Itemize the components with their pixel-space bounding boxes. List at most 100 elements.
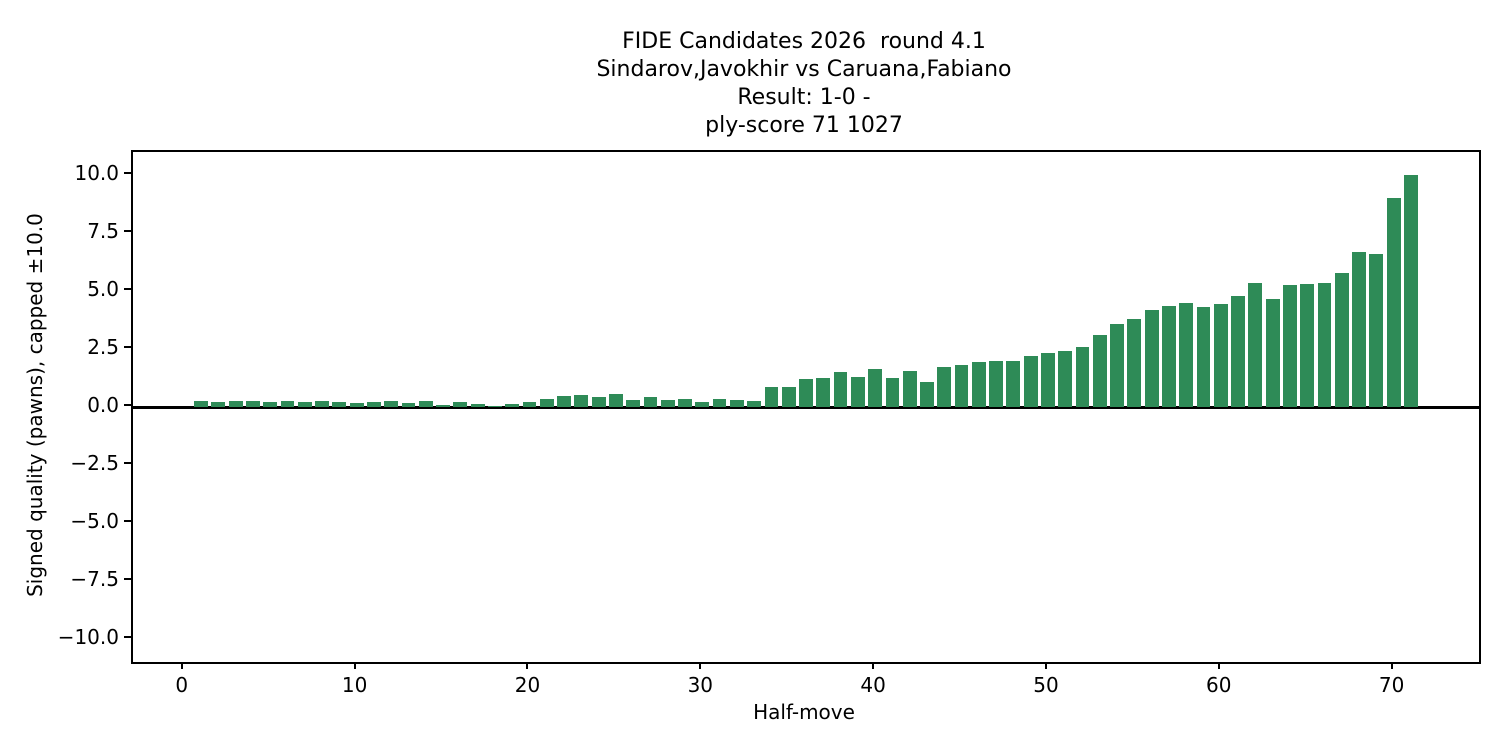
bar xyxy=(643,397,658,407)
bar xyxy=(1300,284,1315,407)
bar xyxy=(678,399,692,407)
y-tick-label: 0.0 xyxy=(87,393,119,417)
y-tick-label: 2.5 xyxy=(87,335,119,360)
x-tick-mark xyxy=(1390,662,1393,669)
bar xyxy=(799,379,813,407)
title-line: ply-score 71 1027 xyxy=(705,113,903,138)
x-tick-label: 60 xyxy=(1206,673,1232,697)
bar xyxy=(574,394,589,407)
bar xyxy=(850,376,865,407)
bar xyxy=(1334,272,1349,407)
plot-area xyxy=(131,150,1481,664)
y-tick-label: −10.0 xyxy=(57,624,119,649)
bar xyxy=(816,378,831,407)
bar xyxy=(453,401,468,407)
bar xyxy=(902,371,917,407)
bar xyxy=(712,399,727,407)
y-tick-mark xyxy=(124,288,131,291)
bar xyxy=(194,401,208,407)
x-tick-label: 50 xyxy=(1033,673,1059,697)
y-axis-label: Signed quality (pawns), capped ±10.0 xyxy=(23,213,47,597)
x-tick-label: 10 xyxy=(341,673,368,697)
y-tick-mark xyxy=(124,519,131,522)
bar xyxy=(920,381,934,407)
bar xyxy=(989,360,1003,407)
bar xyxy=(608,393,623,407)
bar xyxy=(747,401,762,407)
bar xyxy=(246,401,260,407)
bar xyxy=(522,401,537,407)
chart-title: FIDE Candidates 2026 round 4.1 Sindarov,… xyxy=(131,28,1477,140)
x-tick-mark xyxy=(1217,662,1220,669)
x-axis-label: Half-move xyxy=(753,700,855,724)
x-tick-mark xyxy=(699,662,702,669)
bar xyxy=(1075,347,1090,407)
title-line: Result: 1-0 - xyxy=(737,85,871,110)
bar xyxy=(1231,295,1245,407)
y-tick-label: 7.5 xyxy=(87,219,119,244)
bar xyxy=(367,402,381,407)
y-tick-mark xyxy=(124,404,131,406)
bar xyxy=(1127,318,1142,407)
bar xyxy=(1317,282,1332,407)
title-line: FIDE Candidates 2026 round 4.1 xyxy=(622,29,986,54)
bar xyxy=(833,372,848,407)
bar xyxy=(695,402,710,407)
bar xyxy=(1213,303,1228,407)
bar xyxy=(1179,303,1194,407)
x-tick-label: 70 xyxy=(1378,673,1405,697)
bar xyxy=(557,395,571,407)
bar xyxy=(297,402,312,407)
y-tick-mark xyxy=(124,230,131,233)
bar xyxy=(349,402,364,407)
bar xyxy=(1248,283,1263,407)
bar xyxy=(1352,251,1366,407)
bar xyxy=(1110,324,1124,407)
y-tick-label: 10.0 xyxy=(74,161,119,186)
x-tick-mark xyxy=(526,662,529,669)
bar xyxy=(228,401,243,407)
bar xyxy=(764,386,779,407)
y-tick-label: 5.0 xyxy=(87,277,119,302)
x-tick-mark xyxy=(1044,662,1047,669)
x-tick-label: 20 xyxy=(514,673,541,697)
bar xyxy=(436,404,450,407)
y-tick-label: −7.5 xyxy=(70,566,119,591)
bar xyxy=(937,366,952,407)
bar xyxy=(384,401,399,407)
bar xyxy=(971,361,986,407)
y-tick-mark xyxy=(124,461,131,464)
bar xyxy=(729,399,744,407)
x-tick-mark xyxy=(180,662,183,669)
y-tick-label: −2.5 xyxy=(70,450,119,475)
bar xyxy=(470,404,485,407)
bar xyxy=(401,402,416,407)
bar xyxy=(954,365,969,407)
x-tick-label: 30 xyxy=(687,673,714,697)
bar xyxy=(1403,175,1418,407)
bar xyxy=(505,403,520,407)
x-tick-mark xyxy=(872,662,875,669)
y-tick-label: −5.0 xyxy=(70,508,119,533)
y-tick-mark xyxy=(124,346,131,349)
bar xyxy=(1023,356,1038,407)
bar xyxy=(280,401,295,407)
bar xyxy=(885,378,900,407)
title-line: Sindarov,Javokhir vs Caruana,Fabiano xyxy=(596,57,1012,82)
bar xyxy=(1092,335,1107,407)
bar xyxy=(315,401,329,407)
bar xyxy=(1265,299,1280,407)
bar xyxy=(211,402,226,407)
y-tick-mark xyxy=(124,635,131,638)
bar xyxy=(1162,306,1176,407)
bar xyxy=(781,387,796,407)
bar xyxy=(1386,198,1401,407)
bar xyxy=(1041,352,1055,407)
bar xyxy=(626,399,641,407)
bar xyxy=(591,397,606,407)
bar xyxy=(1006,360,1021,407)
y-tick-mark xyxy=(124,172,131,175)
bar xyxy=(1196,307,1211,407)
bar xyxy=(539,399,554,407)
